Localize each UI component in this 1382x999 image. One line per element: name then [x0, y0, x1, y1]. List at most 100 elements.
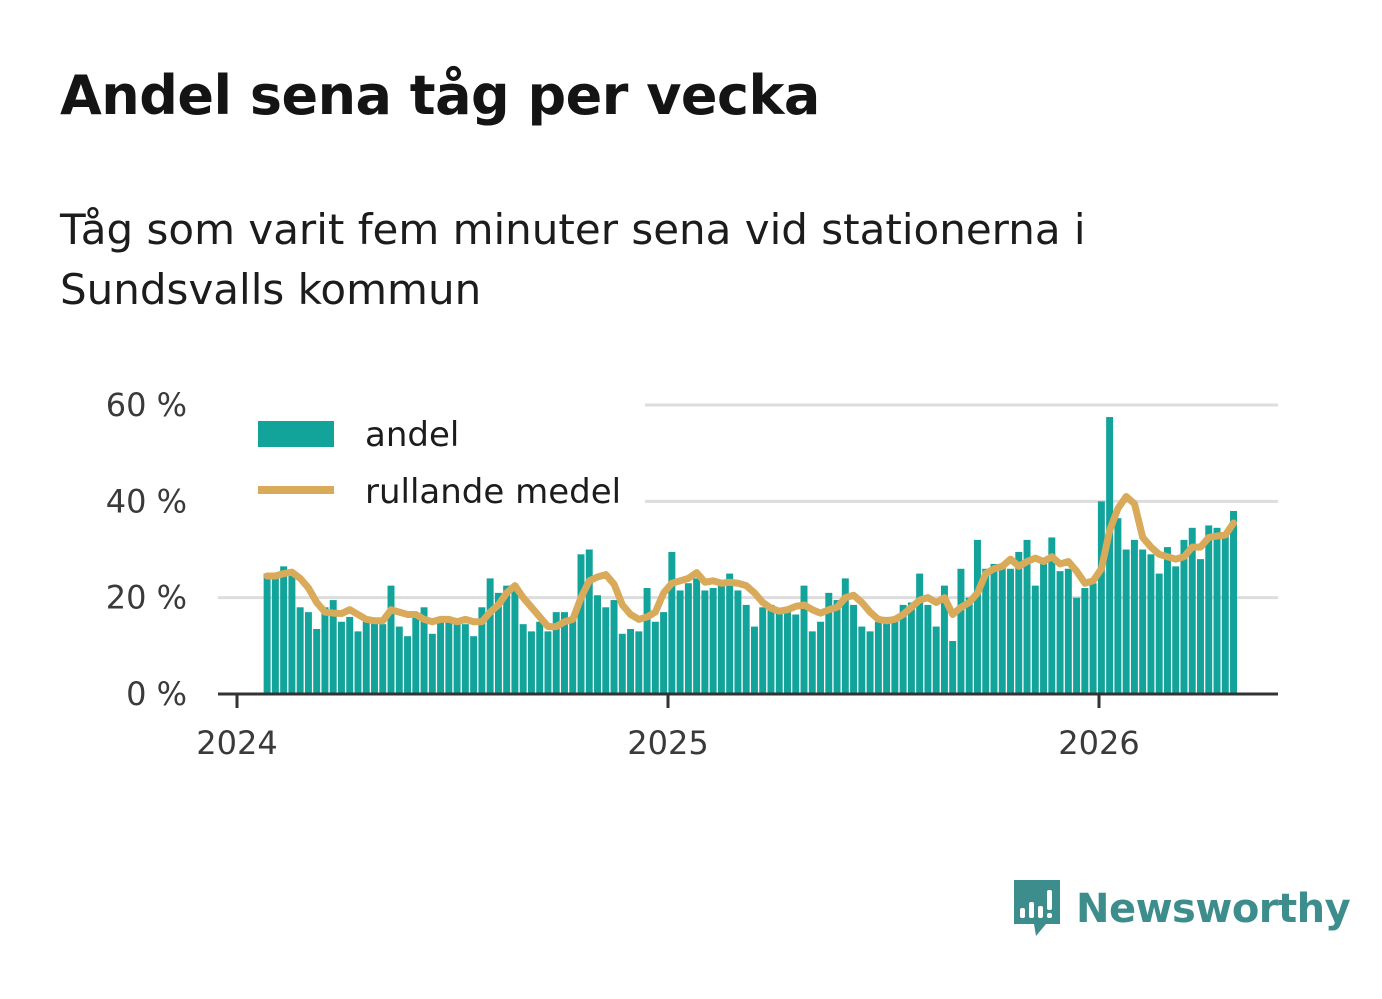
bar-week-41	[594, 595, 601, 694]
bar-week-100	[1081, 588, 1089, 694]
bar-week-103	[1106, 417, 1114, 694]
bar-week-115	[1205, 525, 1213, 694]
bar-week-60	[750, 626, 758, 694]
bar-week-78	[899, 604, 907, 694]
bar-week-93	[1023, 539, 1031, 694]
bar-week-86	[965, 597, 973, 694]
bar-week-112	[1180, 539, 1188, 694]
legend-label-rullande-medel: rullande medel	[365, 472, 621, 512]
bar-week-117	[1221, 532, 1229, 694]
bar-week-110	[1163, 547, 1171, 694]
bar-week-62	[767, 604, 775, 694]
bar-week-63	[775, 612, 783, 694]
bar-week-107	[1139, 549, 1147, 694]
x-tick-label-2024: 2024	[196, 724, 277, 762]
bar-week-55	[709, 588, 717, 694]
bar-week-102	[1097, 501, 1105, 694]
bar-week-23	[445, 616, 453, 694]
bar-week-113	[1188, 527, 1196, 694]
bar-week-75	[874, 621, 882, 694]
chart-subtitle: Tåg som varit fem minuter sena vid stati…	[60, 205, 1086, 314]
brand-logo: Newsworthy	[1010, 878, 1351, 940]
legend: andel rullande medel	[215, 398, 645, 518]
bar-week-101	[1089, 583, 1097, 694]
bar-week-81	[924, 604, 932, 694]
bar-week-52	[684, 583, 692, 694]
chart-title: Andel sena tåg per vecka	[60, 64, 820, 127]
newsworthy-logo-icon	[1014, 880, 1060, 936]
bar-week-14	[371, 621, 378, 694]
line-rullande-medel	[263, 493, 1238, 631]
bar-week-47	[643, 588, 651, 694]
bar-week-48	[651, 621, 659, 694]
bar-week-82	[932, 626, 940, 694]
bar-week-27	[478, 607, 486, 694]
bar-week-16	[387, 585, 395, 695]
bar-week-111	[1172, 566, 1180, 694]
bar-week-8	[321, 607, 329, 694]
bar-week-54	[701, 590, 709, 694]
brand-name: Newsworthy	[1076, 886, 1351, 932]
bar-week-35	[544, 631, 552, 694]
bar-week-97	[1056, 571, 1064, 694]
bar-week-83	[940, 585, 948, 695]
bar-week-118	[1230, 510, 1237, 694]
bar-week-19	[412, 616, 420, 694]
bar-week-99	[1073, 597, 1081, 694]
bar-week-92	[1015, 551, 1023, 694]
bar-week-10	[337, 621, 345, 694]
bar-week-79	[907, 602, 915, 694]
bar-week-32	[519, 624, 527, 694]
bar-week-49	[660, 612, 668, 694]
bar-week-40	[585, 549, 593, 694]
bar-week-34	[536, 621, 544, 694]
y-tick-label-20: 20 %	[106, 579, 187, 617]
bar-week-5	[296, 607, 304, 694]
bar-week-6	[304, 612, 312, 694]
bar-week-67	[808, 631, 816, 694]
bar-week-56	[717, 583, 725, 694]
bar-week-26	[470, 636, 478, 694]
bar-week-91	[1007, 568, 1014, 694]
bar-week-29	[494, 592, 502, 694]
y-tick-label-40: 40 %	[106, 482, 187, 520]
bar-week-84	[949, 641, 957, 694]
x-tick-label-2026: 2026	[1058, 724, 1139, 762]
bar-week-22	[437, 621, 445, 694]
bar-week-98	[1064, 568, 1072, 694]
bar-week-70	[833, 600, 841, 694]
bar-week-30	[503, 585, 511, 695]
bar-week-46	[635, 631, 643, 694]
bar-week-72	[850, 604, 858, 694]
bar-week-104	[1114, 518, 1122, 694]
bar-week-85	[957, 568, 965, 694]
bar-week-66	[800, 585, 808, 695]
bar-week-25	[461, 624, 469, 694]
y-tick-label-0: 0 %	[126, 675, 187, 713]
bar-week-11	[346, 616, 354, 694]
bar-week-20	[420, 607, 428, 694]
legend-background	[215, 398, 645, 518]
bar-week-36	[552, 612, 560, 694]
bar-week-12	[354, 631, 362, 694]
bar-week-53	[693, 578, 701, 694]
bar-week-105	[1122, 549, 1130, 694]
line-series-rullande-medel	[263, 493, 1238, 631]
bar-week-114	[1197, 559, 1204, 694]
bar-week-21	[428, 633, 436, 694]
bar-week-42	[602, 607, 610, 694]
bar-week-57	[726, 573, 734, 694]
bar-week-76	[883, 616, 891, 694]
bar-week-4	[288, 573, 296, 694]
bar-series-andel	[263, 417, 1237, 695]
bar-week-61	[759, 607, 767, 694]
bar-week-95	[1040, 559, 1048, 694]
legend-label-andel: andel	[365, 415, 459, 455]
bar-week-71	[841, 578, 849, 694]
bar-week-69	[825, 592, 833, 694]
bar-week-39	[577, 554, 585, 694]
bar-week-90	[998, 563, 1006, 694]
bar-week-43	[610, 600, 618, 694]
bar-week-73	[858, 626, 866, 694]
axes: 0 % 20 % 40 % 60 % 2024 2025 2026	[106, 386, 1278, 762]
